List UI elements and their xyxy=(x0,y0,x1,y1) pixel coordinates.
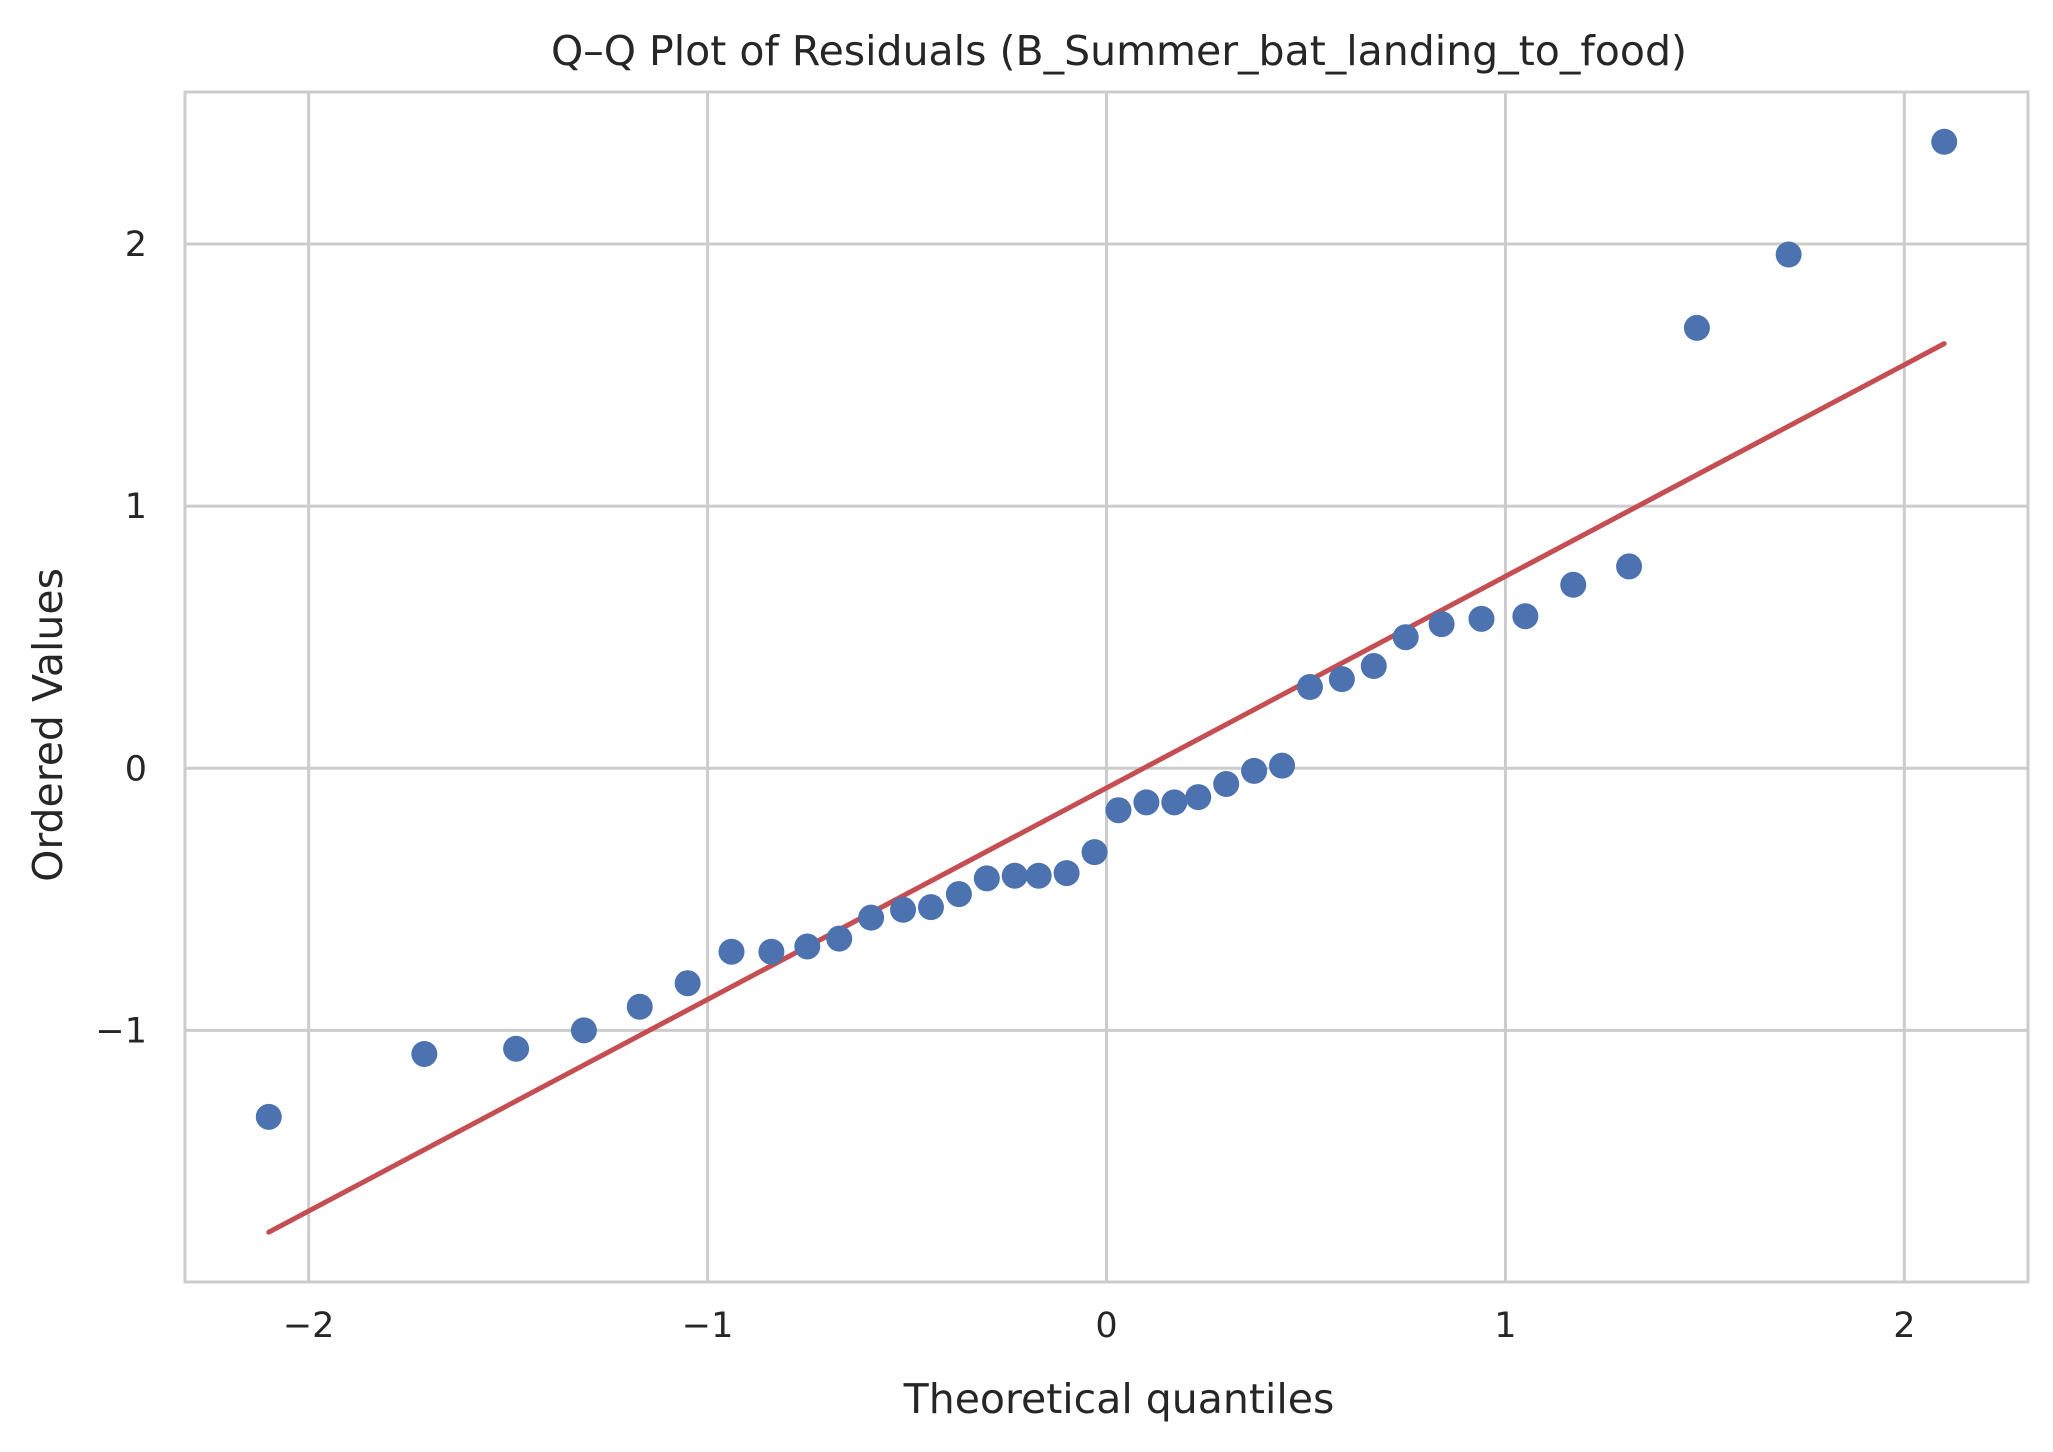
data-points-layer xyxy=(255,128,1958,1130)
data-point xyxy=(1213,770,1240,797)
data-point xyxy=(255,1103,282,1130)
data-point xyxy=(1392,624,1419,651)
data-point xyxy=(1269,752,1296,779)
x-tick-label: −1 xyxy=(682,1306,734,1346)
data-point xyxy=(826,925,853,952)
data-point xyxy=(1616,553,1643,580)
x-tick-label: 0 xyxy=(1095,1306,1117,1346)
data-point xyxy=(718,938,745,965)
data-point xyxy=(503,1035,530,1062)
data-point xyxy=(890,896,917,923)
data-point xyxy=(1025,862,1052,889)
data-point xyxy=(794,933,821,960)
x-tick-label: −2 xyxy=(283,1306,335,1346)
y-tick-label: 1 xyxy=(125,487,147,527)
x-tick-labels: −2 −1 0 1 2 xyxy=(283,1306,1916,1346)
data-point xyxy=(1931,128,1958,155)
data-point xyxy=(1053,860,1080,887)
fit-line-layer xyxy=(266,341,1947,1235)
data-point xyxy=(1081,839,1108,866)
data-point xyxy=(858,904,885,931)
data-point xyxy=(1560,571,1587,598)
x-tick-label: 2 xyxy=(1893,1306,1915,1346)
data-point xyxy=(758,938,785,965)
chart-title: Q–Q Plot of Residuals (B_Summer_bat_land… xyxy=(551,27,1687,75)
y-tick-label: 2 xyxy=(125,225,147,265)
data-point xyxy=(1241,757,1268,784)
data-point xyxy=(917,894,944,921)
data-point xyxy=(1683,314,1710,341)
data-point xyxy=(1133,789,1160,816)
data-point xyxy=(1161,789,1188,816)
data-point xyxy=(1468,605,1495,632)
data-point xyxy=(1296,674,1323,700)
data-point xyxy=(1428,611,1455,638)
data-point xyxy=(1512,603,1539,630)
data-point xyxy=(674,970,701,997)
fit-line xyxy=(266,341,1947,1235)
data-point xyxy=(570,1017,597,1044)
data-point xyxy=(1105,797,1132,824)
y-axis-label: Ordered Values xyxy=(24,568,72,882)
grid-lines xyxy=(185,92,2028,1282)
x-tick-label: 1 xyxy=(1494,1306,1516,1346)
y-tick-label: 0 xyxy=(125,749,147,789)
data-point xyxy=(1328,666,1355,693)
data-point xyxy=(945,881,972,908)
data-point xyxy=(1775,241,1802,268)
data-point xyxy=(1001,862,1028,889)
plot-frame xyxy=(183,90,2030,1284)
y-tick-labels: −1 0 1 2 xyxy=(95,225,147,1051)
data-point xyxy=(1185,784,1212,811)
y-tick-label: −1 xyxy=(95,1011,147,1051)
data-point xyxy=(626,993,653,1020)
x-axis-label: Theoretical quantiles xyxy=(903,1375,1335,1423)
data-point xyxy=(411,1040,438,1067)
data-point xyxy=(1360,653,1387,680)
data-point xyxy=(973,865,1000,892)
